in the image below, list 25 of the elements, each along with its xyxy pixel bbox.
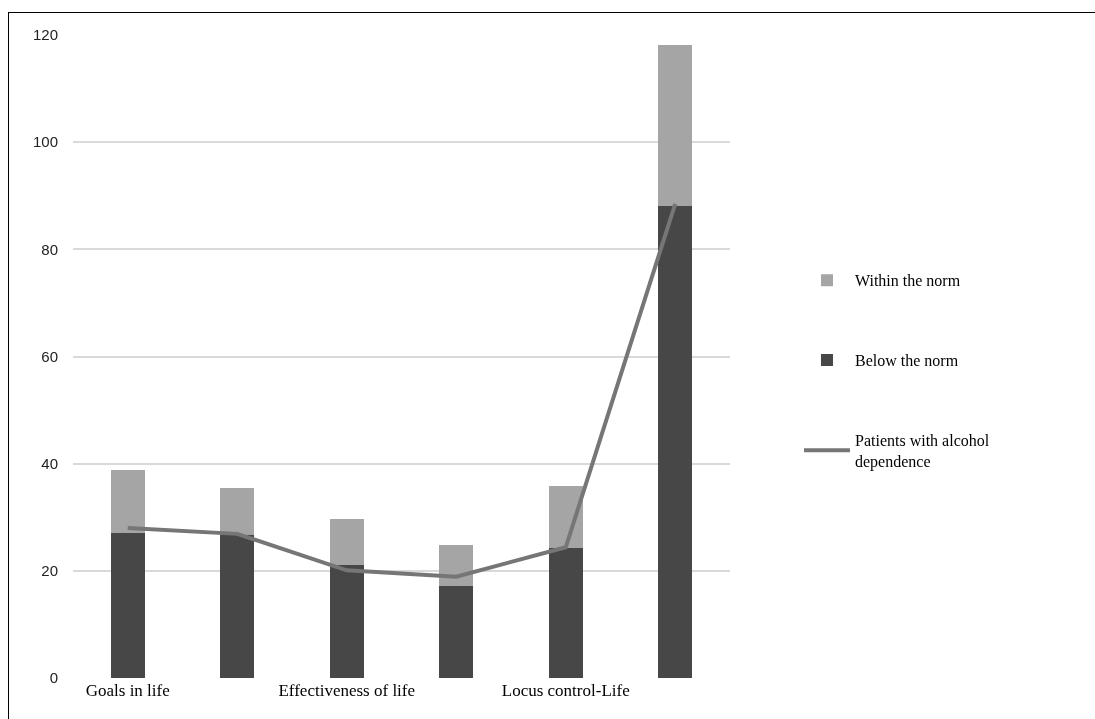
x-tick-label: Effectiveness of life bbox=[278, 681, 416, 700]
bar bbox=[220, 535, 255, 678]
y-tick-label: 100 bbox=[32, 133, 58, 151]
legend-label: Patients with alcohol dependence bbox=[854, 432, 990, 471]
bar bbox=[548, 548, 583, 678]
bar bbox=[439, 585, 474, 678]
bar bbox=[329, 564, 364, 678]
bar bbox=[658, 206, 693, 678]
y-tick-label: 0 bbox=[49, 669, 58, 687]
x-tick-label: Locus control-Life bbox=[501, 681, 630, 700]
bar bbox=[439, 544, 474, 586]
y-tick-label: 120 bbox=[32, 26, 58, 44]
line-series bbox=[125, 201, 678, 579]
y-tick-label: 40 bbox=[41, 454, 58, 472]
legend-label: Within the norm bbox=[854, 272, 961, 290]
y-tick-label: 20 bbox=[41, 562, 58, 580]
bar bbox=[220, 488, 255, 536]
y-tick-label: 60 bbox=[41, 347, 58, 365]
bar bbox=[658, 45, 693, 207]
x-tick-label: Goals in life bbox=[85, 681, 170, 700]
y-tick-label: 80 bbox=[41, 240, 58, 258]
bar bbox=[110, 533, 145, 678]
bar bbox=[110, 470, 145, 534]
bar bbox=[329, 518, 364, 565]
legend-label: Below the norm bbox=[854, 352, 959, 370]
